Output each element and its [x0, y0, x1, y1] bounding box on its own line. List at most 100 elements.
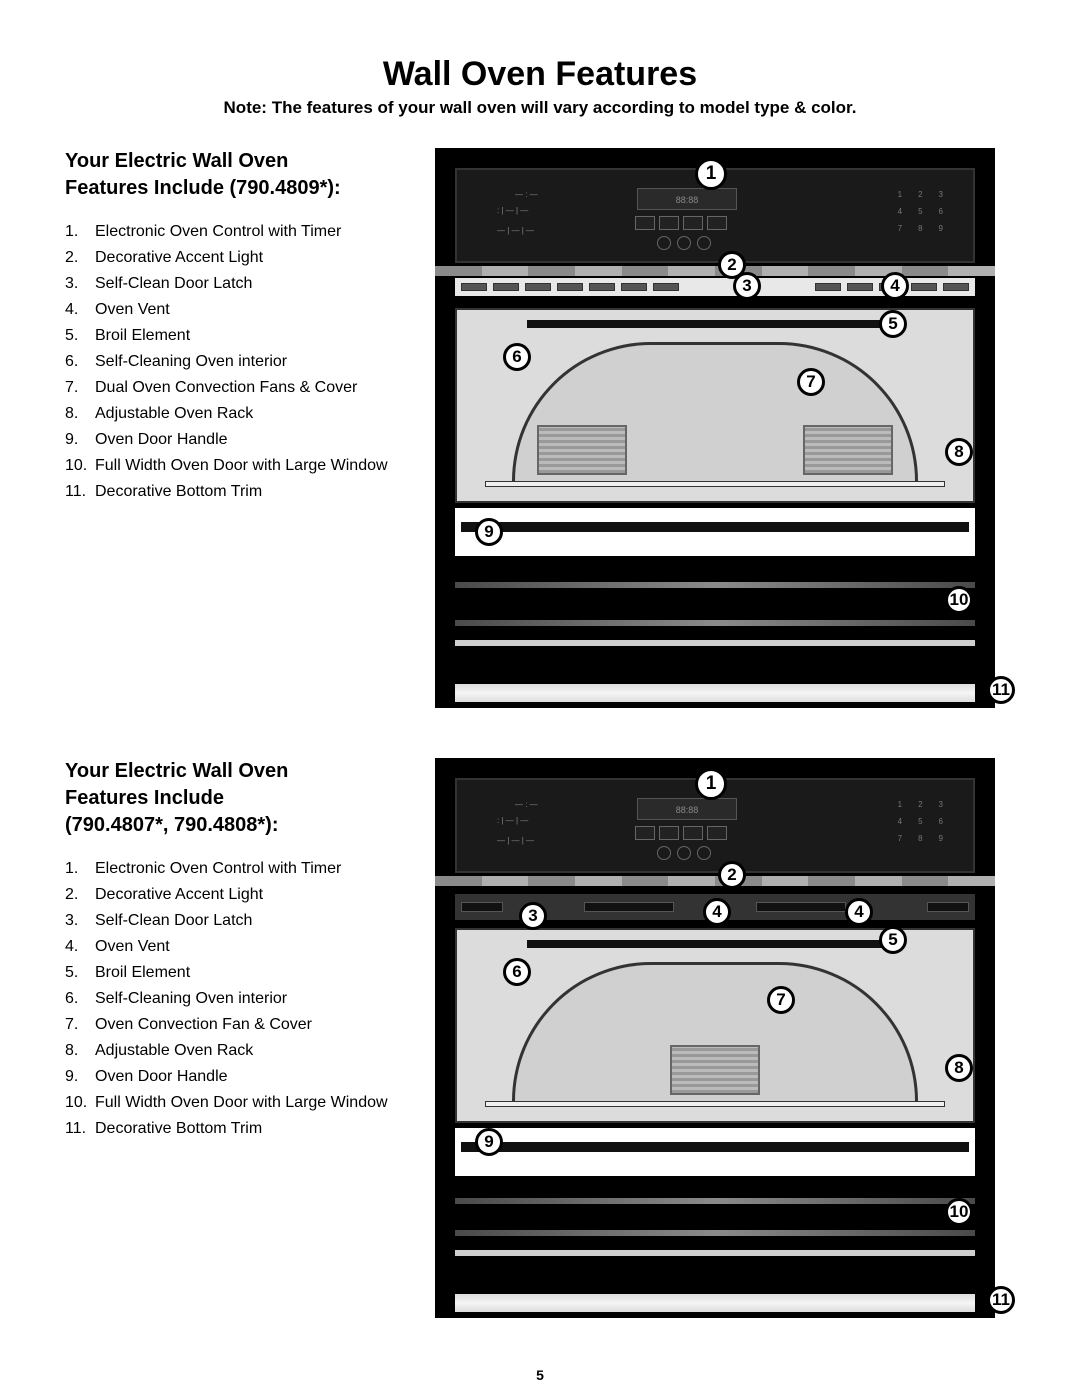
key: 6: [939, 817, 943, 826]
vent-slot: [927, 902, 969, 912]
feature-number: 1.: [65, 857, 91, 881]
feature-number: 8.: [65, 1039, 91, 1063]
feature-number: 1.: [65, 220, 91, 244]
section-4809: Your Electric Wall Oven Features Include…: [65, 148, 1015, 708]
door-handle-zone: [455, 508, 975, 558]
feature-item: 8.Adjustable Oven Rack: [65, 402, 405, 426]
feature-number: 7.: [65, 1013, 91, 1037]
feature-item: 11.Decorative Bottom Trim: [65, 1117, 405, 1141]
feature-number: 10.: [65, 454, 91, 478]
diagram-column: 88:88 — : — : | — | — — | — | — 123: [435, 758, 1015, 1318]
vent-slot: [653, 283, 679, 291]
feature-number: 2.: [65, 246, 91, 270]
callout-marker: 10: [945, 1198, 973, 1226]
feature-text: Adjustable Oven Rack: [95, 405, 253, 422]
vent-slot: [911, 283, 937, 291]
feature-text: Broil Element: [95, 964, 190, 981]
vent-slot: [621, 283, 647, 291]
key: 2: [918, 800, 922, 809]
door-panel: [455, 560, 975, 670]
keypad: 123 456 789: [898, 800, 943, 843]
key: 7: [898, 224, 902, 233]
panel-button: [659, 216, 679, 230]
feature-number: 7.: [65, 376, 91, 400]
key: 3: [939, 190, 943, 199]
vent-slot: [847, 283, 873, 291]
feature-item: 9.Oven Door Handle: [65, 1065, 405, 1089]
feature-text: Decorative Accent Light: [95, 249, 263, 266]
convection-fan: [670, 1045, 760, 1095]
feature-text: Oven Convection Fan & Cover: [95, 1016, 312, 1033]
text-column: Your Electric Wall Oven Features Include…: [65, 758, 405, 1318]
key: 5: [918, 817, 922, 826]
panel-knob: [697, 846, 711, 860]
feature-number: 2.: [65, 883, 91, 907]
key: 8: [918, 224, 922, 233]
vent-slot: [525, 283, 551, 291]
callout-marker: 4: [845, 898, 873, 926]
feature-item: 8.Adjustable Oven Rack: [65, 1039, 405, 1063]
callout-marker: 9: [475, 518, 503, 546]
section-4807-4808: Your Electric Wall Oven Features Include…: [65, 758, 1015, 1318]
panel-button: [683, 826, 703, 840]
key: 3: [939, 800, 943, 809]
panel-text: : | — | —: [497, 816, 528, 825]
callout-marker: 4: [703, 898, 731, 926]
feature-item: 9.Oven Door Handle: [65, 428, 405, 452]
feature-number: 5.: [65, 324, 91, 348]
feature-text: Self-Cleaning Oven interior: [95, 990, 287, 1007]
feature-item: 5.Broil Element: [65, 324, 405, 348]
oven-rack: [485, 1101, 945, 1107]
digital-display: 88:88: [637, 188, 737, 210]
feature-item: 1.Electronic Oven Control with Timer: [65, 220, 405, 244]
diagram-column: 88:88 — : — : | — | — — | — | — 123: [435, 148, 1015, 708]
panel-knob: [657, 846, 671, 860]
panel-knob: [657, 236, 671, 250]
feature-item: 7.Oven Convection Fan & Cover: [65, 1013, 405, 1037]
feature-number: 11.: [65, 480, 91, 504]
key: 1: [898, 800, 902, 809]
feature-number: 9.: [65, 1065, 91, 1089]
feature-list: 1.Electronic Oven Control with Timer2.De…: [65, 220, 405, 504]
feature-item: 2.Decorative Accent Light: [65, 883, 405, 907]
page-number: 5: [0, 1367, 1080, 1383]
feature-text: Decorative Accent Light: [95, 886, 263, 903]
feature-text: Electronic Oven Control with Timer: [95, 223, 341, 240]
keypad: 123 456 789: [898, 190, 943, 233]
feature-number: 11.: [65, 1117, 91, 1141]
vent-slot: [461, 902, 503, 912]
oven-diagram: 88:88 — : — : | — | — — | — | — 123: [435, 148, 995, 708]
door-stripe: [455, 640, 975, 646]
callout-marker: 1: [695, 768, 727, 800]
door-panel: [455, 1180, 975, 1280]
callout-marker: 7: [797, 368, 825, 396]
callout-marker: 7: [767, 986, 795, 1014]
vent-slot: [589, 283, 615, 291]
key: 4: [898, 207, 902, 216]
feature-item: 3.Self-Clean Door Latch: [65, 272, 405, 296]
vent-slot: [756, 902, 846, 912]
door-stripe: [455, 582, 975, 588]
panel-knobs: [657, 236, 711, 250]
feature-item: 6.Self-Cleaning Oven interior: [65, 350, 405, 374]
feature-text: Adjustable Oven Rack: [95, 1042, 253, 1059]
vent-slot: [493, 283, 519, 291]
callout-marker: 6: [503, 343, 531, 371]
vent-slot: [461, 283, 487, 291]
callout-marker: 11: [987, 676, 1015, 704]
feature-item: 2.Decorative Accent Light: [65, 246, 405, 270]
panel-text: : | — | —: [497, 206, 528, 215]
feature-item: 6.Self-Cleaning Oven interior: [65, 987, 405, 1011]
broil-element: [527, 320, 903, 328]
key: 9: [939, 834, 943, 843]
panel-knob: [677, 236, 691, 250]
feature-text: Oven Vent: [95, 301, 170, 318]
feature-text: Oven Vent: [95, 938, 170, 955]
feature-number: 5.: [65, 961, 91, 985]
feature-text: Electronic Oven Control with Timer: [95, 860, 341, 877]
convection-fan: [803, 425, 893, 475]
key: 6: [939, 207, 943, 216]
feature-item: 4.Oven Vent: [65, 935, 405, 959]
feature-text: Dual Oven Convection Fans & Cover: [95, 379, 357, 396]
panel-knobs: [657, 846, 711, 860]
